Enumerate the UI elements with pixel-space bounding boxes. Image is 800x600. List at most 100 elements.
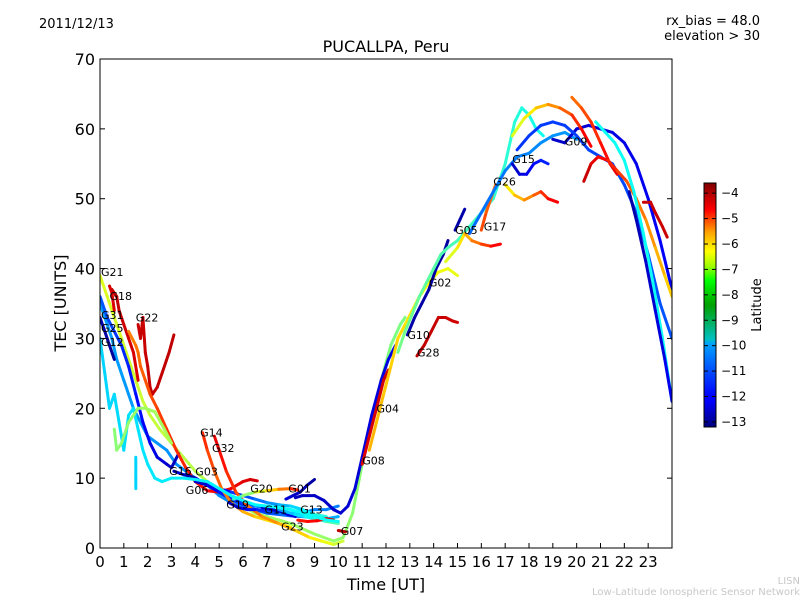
series-segment xyxy=(260,515,281,525)
series-segment xyxy=(653,309,667,361)
series-g12 xyxy=(100,316,116,361)
series-segment xyxy=(174,462,188,473)
series-segment xyxy=(382,368,390,382)
satellite-label-g18: G18 xyxy=(110,290,133,303)
series-segment xyxy=(522,193,536,202)
satellite-label-g07: G07 xyxy=(341,525,364,538)
series-segment xyxy=(122,323,131,340)
series-segment xyxy=(224,469,238,494)
x-tick-label: 2 xyxy=(143,553,153,571)
series-layer xyxy=(100,95,672,546)
colorbar-tick-label: −5 xyxy=(721,212,739,226)
satellite-label-g12: G12 xyxy=(101,336,124,349)
series-segment xyxy=(522,106,538,120)
satellite-label-g25: G25 xyxy=(101,322,124,335)
series-segment xyxy=(277,503,293,508)
series-segment xyxy=(396,329,407,354)
series-segment xyxy=(131,350,140,382)
series-segment xyxy=(446,267,459,278)
series-segment xyxy=(527,113,538,131)
series-segment xyxy=(160,476,173,484)
series-segment xyxy=(510,116,526,138)
series-segment xyxy=(110,336,119,361)
series-segment xyxy=(241,490,257,498)
series-segment xyxy=(148,413,162,431)
series-segment xyxy=(105,295,116,319)
series-segment xyxy=(563,127,579,145)
series-segment xyxy=(332,536,345,543)
series-g19 xyxy=(227,501,278,515)
series-segment xyxy=(284,510,297,516)
x-tick-label: 23 xyxy=(639,553,658,571)
series-segment xyxy=(463,232,474,243)
series-segment xyxy=(582,162,593,183)
series-segment xyxy=(134,378,145,403)
series-segment xyxy=(184,473,197,480)
series-segment xyxy=(351,462,364,515)
series-segment xyxy=(120,343,131,368)
series-segment xyxy=(432,253,443,271)
series-segment xyxy=(539,134,555,145)
series-segment xyxy=(551,120,567,127)
series-segment xyxy=(403,312,414,333)
series-segment xyxy=(127,336,135,354)
series-segment xyxy=(484,197,493,215)
x-tick-label: 10 xyxy=(329,553,348,571)
series-segment xyxy=(136,427,145,452)
series-segment xyxy=(589,120,602,145)
series-segment xyxy=(296,518,309,523)
series-segment xyxy=(120,336,131,361)
series-segment xyxy=(613,141,626,162)
series-segment xyxy=(241,510,257,519)
series-segment xyxy=(112,427,119,452)
series-segment xyxy=(332,539,345,546)
x-tick-label: 21 xyxy=(591,553,610,571)
series-segment xyxy=(241,499,257,507)
series-segment xyxy=(546,102,562,110)
series-segment xyxy=(603,130,617,145)
series-g05 xyxy=(453,207,467,232)
x-tick-label: 6 xyxy=(238,553,248,571)
series-segment xyxy=(153,410,166,431)
series-segment xyxy=(155,441,169,452)
series-segment xyxy=(515,134,531,152)
series-segment xyxy=(360,434,371,466)
series-segment xyxy=(305,478,316,487)
satellite-label-g15: G15 xyxy=(512,153,535,166)
series-segment xyxy=(227,501,240,509)
satellite-label-g26: G26 xyxy=(493,175,516,188)
x-tick-label: 5 xyxy=(214,553,224,571)
series-segment xyxy=(277,522,297,532)
series-segment xyxy=(127,329,138,347)
series-segment xyxy=(205,480,221,491)
series-segment xyxy=(313,494,326,502)
series-segment xyxy=(610,130,626,145)
series-segment xyxy=(162,427,173,445)
series-g32b xyxy=(627,190,672,403)
x-tick-label: 17 xyxy=(496,553,515,571)
series-segment xyxy=(148,392,159,410)
x-tick-label: 8 xyxy=(286,553,296,571)
series-g12c xyxy=(100,336,340,523)
series-segment xyxy=(425,267,436,284)
series-segment xyxy=(634,218,648,264)
series-segment xyxy=(313,513,328,519)
series-segment xyxy=(148,441,159,459)
series-segment xyxy=(632,190,645,236)
series-segment xyxy=(212,469,224,491)
series-g17b xyxy=(444,232,502,264)
satellite-label-g31: G31 xyxy=(101,309,124,322)
series-g01b xyxy=(293,343,397,515)
series-segment xyxy=(141,420,152,445)
y-tick-label: 20 xyxy=(75,399,95,418)
series-segment xyxy=(627,190,638,222)
series-segment xyxy=(217,487,233,498)
series-g07 xyxy=(336,529,347,534)
series-segment xyxy=(515,151,531,159)
series-segment xyxy=(615,169,629,183)
series-segment xyxy=(205,448,216,473)
series-segment xyxy=(112,392,121,424)
series-segment xyxy=(265,515,293,525)
series-segment xyxy=(336,529,347,534)
x-tick-label: 9 xyxy=(310,553,320,571)
